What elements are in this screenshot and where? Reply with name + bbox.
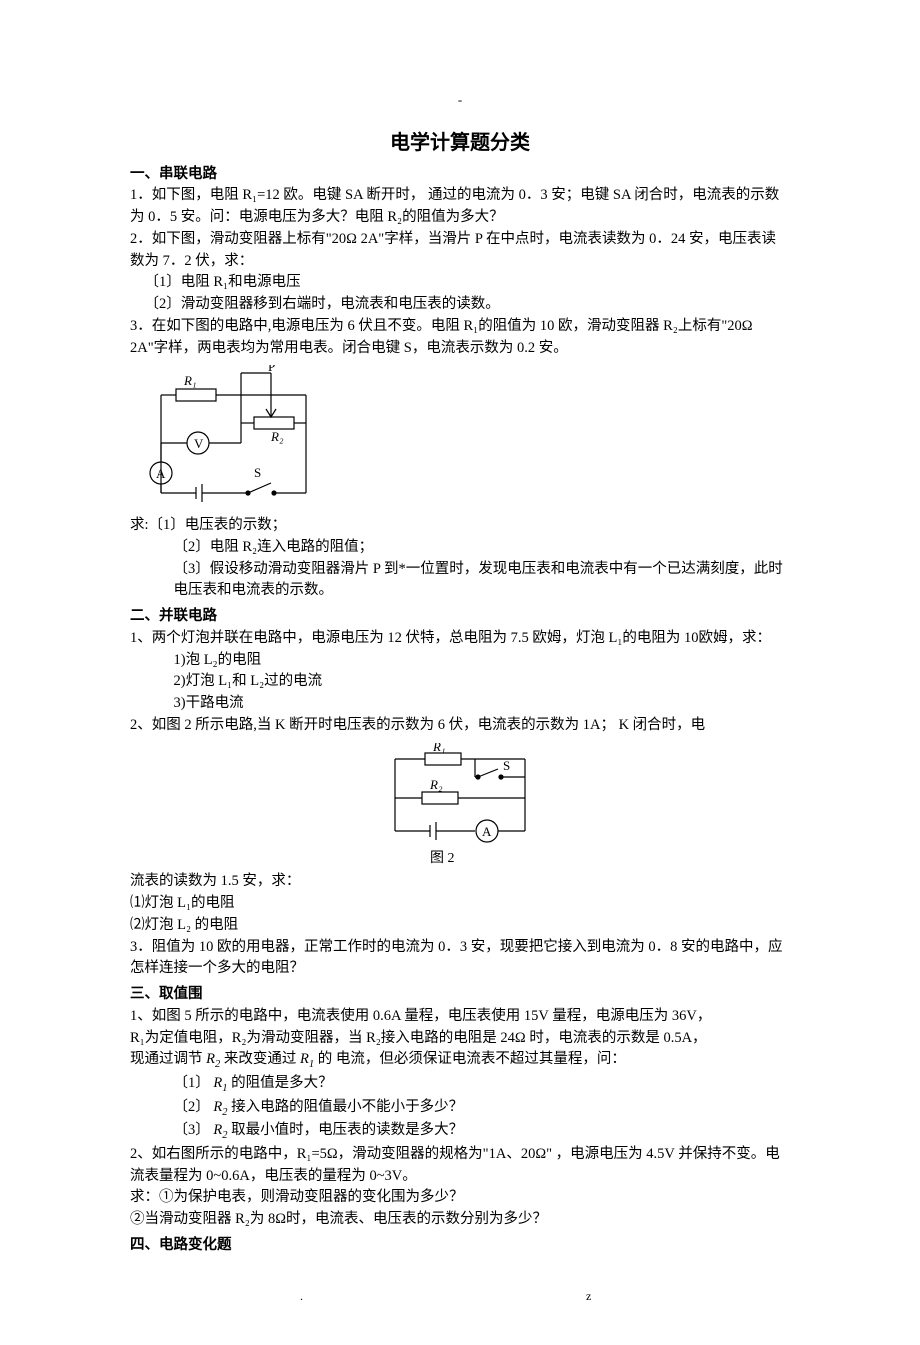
s1-q1: 1．如下图，电阻 R₁=12 欧。电键 SA 断开时， 通过的电流为 0．3 安… (130, 185, 790, 229)
s2-q2-cont: 流表的读数为 1.5 安，求： (130, 871, 790, 893)
s2-q2a: ⑴灯泡 L₁的电阻 (130, 893, 790, 915)
page-title: 电学计算题分类 (130, 128, 790, 158)
s3-q1-1: 〔1〕 R1 的阻值是多大？ (130, 1073, 790, 1097)
top-dash: - (130, 90, 790, 110)
s2-q1: 1、两个灯泡并联在电路中，电源电压为 12 伏特，总电阻为 7.5 欧姆，灯泡 … (130, 628, 790, 650)
section-4-head: 四、电路变化题 (130, 1235, 790, 1257)
circuit1-label-p: P (268, 365, 275, 374)
s1-q3a: 求:〔1〕电压表的示数； (130, 515, 790, 537)
s1-q3: 3．在如下图的电路中,电源电压为 6 伏且不变。电阻 R₁的阻值为 10 欧，滑… (130, 316, 790, 360)
s3-q1-2: 〔2〕 R2 接入电路的阻值最小不能小于多少？ (130, 1097, 790, 1121)
circuit-2-diagram: R₁ S R₂ A 图 2 (130, 743, 790, 870)
s3-q1-3: 〔3〕 R2 取最小值时，电压表的读数是多大？ (130, 1120, 790, 1144)
s2-q1a: 1)泡 L₂的电阻 (130, 650, 790, 672)
section-3-head: 三、取值围 (130, 984, 790, 1006)
s3-q1b: R₁为定值电阻，R₂为滑动变阻器，当 R₂接入电路的电阻是 24Ω 时，电流表的… (130, 1028, 790, 1050)
s3-q1c: 现通过调节 R2 来改变通过 R1 的 电流，但必须保证电流表不超过其量程，问： (130, 1049, 790, 1073)
circuit1-label-s: S (254, 465, 261, 480)
circuit1-label-v: V (194, 436, 204, 451)
section-2-head: 二、并联电路 (130, 606, 790, 628)
math-r2: R2 (206, 1051, 220, 1067)
circuit1-label-r2: R₂ (270, 429, 284, 444)
s1-q2b: 〔2〕滑动变阻器移到右端时，电流表和电压表的读数。 (130, 294, 790, 316)
s2-q1b: 2)灯泡 L₁和 L₂过的电流 (130, 671, 790, 693)
circuit2-label-a: A (482, 824, 492, 839)
s1-q3b: 〔2〕电阻 R₂连入电路的阻值； (130, 537, 790, 559)
math-r1: R1 (300, 1051, 314, 1067)
circuit2-label-r1: R₁ (432, 743, 445, 754)
circuit2-label-r2: R₂ (429, 777, 443, 792)
s2-q2b: ⑵灯泡 L₂ 的电阻 (130, 915, 790, 937)
fig2-caption: 图 2 (430, 848, 790, 869)
s1-q3c-line: 〔3〕假设移动滑动变阻器滑片 P 到*一位置时，发现电压表和电流表中有一个已达满… (130, 559, 790, 603)
s3-q2a: 求：①为保护电表，则滑动变阻器的变化围为多少？ (130, 1187, 790, 1209)
s3-q2: 2、如右图所示的电路中，R₁=5Ω，滑动变阻器的规格为"1A、20Ω" ，电源电… (130, 1144, 790, 1188)
s2-q1c: 3)干路电流 (130, 693, 790, 715)
circuit2-label-s: S (503, 758, 510, 773)
s3-q2b: ②当滑动变阻器 R₂为 8Ω时，电流表、电压表的示数分别为多少？ (130, 1209, 790, 1231)
circuit1-label-r1: R₁ (183, 373, 196, 388)
s1-q2a: 〔1〕电阻 R₁和电源电压 (130, 272, 790, 294)
s2-q2: 2、如图 2 所示电路,当 K 断开时电压表的示数为 6 伏，电流表的示数为 1… (130, 715, 790, 737)
document-page: - 电学计算题分类 一、串联电路 1．如下图，电阻 R₁=12 欧。电键 SA … (0, 0, 920, 1345)
s3-q1a: 1、如图 5 所示的电路中，电流表使用 0.6A 量程，电压表使用 15V 量程… (130, 1006, 790, 1028)
circuit-1-diagram: R₁ P R₂ V A S (136, 365, 790, 513)
circuit1-label-a: A (156, 466, 166, 481)
s2-q3: 3．阻值为 10 欧的用电器，正常工作时的电流为 0．3 安，现要把它接入到电流… (130, 937, 790, 981)
section-1-head: 一、串联电路 (130, 164, 790, 186)
s1-q2: 2．如下图，滑动变阻器上标有"20Ω 2A"字样，当滑片 P 在中点时，电流表读… (130, 229, 790, 273)
